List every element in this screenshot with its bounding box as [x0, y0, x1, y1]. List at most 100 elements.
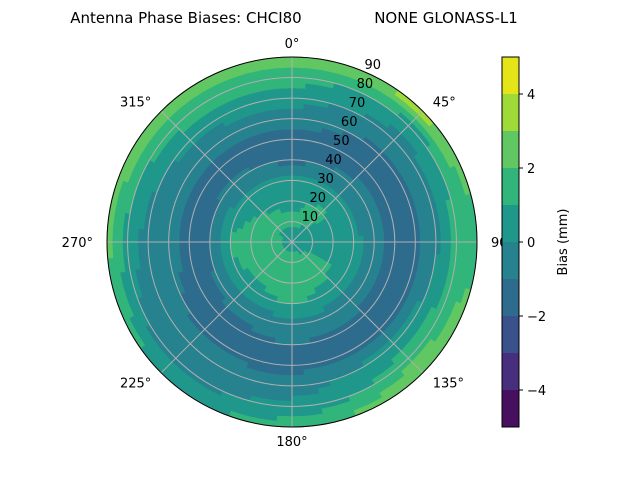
r-tick-label: 80 — [357, 77, 374, 92]
r-tick-label: 90 — [365, 58, 382, 73]
colorbar-segment — [502, 131, 519, 168]
contour-cell — [383, 241, 390, 251]
contour-cell — [194, 241, 201, 251]
polar-grid — [106, 56, 478, 428]
contour-cell — [250, 241, 257, 246]
contour-cell — [276, 410, 293, 418]
theta-tick-label: 225° — [120, 377, 151, 392]
contour-cell — [342, 241, 349, 248]
contour-cell — [230, 236, 236, 243]
theta-tick-label: 45° — [433, 95, 456, 110]
contour-cell — [194, 233, 201, 243]
r-tick-label: 50 — [333, 134, 350, 149]
contour-cell — [291, 333, 301, 340]
contour-cell — [209, 241, 216, 250]
contour-cell — [158, 241, 165, 254]
contour-cell — [291, 308, 299, 315]
contour-cell — [209, 234, 216, 243]
theta-tick-label: 270° — [62, 236, 93, 251]
contour-cell — [230, 241, 236, 248]
theta-gridline — [160, 241, 293, 374]
contour-cell — [445, 227, 452, 243]
contour-cell — [404, 231, 411, 243]
contour-cell — [278, 390, 293, 397]
contour-cell — [204, 241, 211, 250]
contour-cell — [291, 318, 300, 325]
contour-cell — [383, 233, 390, 243]
contour-cell — [284, 164, 293, 171]
contour-cell — [281, 354, 293, 361]
contour-cell — [284, 323, 293, 330]
colorbar-segment — [502, 205, 519, 242]
theta-gridline — [160, 110, 293, 243]
colorbar-label: Bias (mm) — [556, 209, 571, 276]
contour-cell — [283, 333, 293, 340]
contour-cell — [337, 237, 344, 243]
contour-cell — [291, 102, 305, 110]
contour-cell — [204, 234, 211, 243]
contour-cell — [291, 159, 300, 166]
contour-cell — [291, 149, 301, 156]
contour-cell — [116, 226, 124, 243]
chart-title-left: Antenna Phase Biases: CHCI80 — [70, 9, 301, 27]
theta-tick-label: 135° — [433, 377, 464, 392]
contour-cell — [291, 323, 300, 330]
contour-cell — [219, 235, 226, 243]
contour-cell — [419, 230, 426, 243]
contour-cell — [291, 338, 302, 346]
contour-cell — [295, 287, 302, 294]
contour-cell — [286, 185, 293, 192]
contour-cell — [388, 232, 396, 243]
contour-cell — [440, 241, 447, 256]
contour-cell — [214, 234, 221, 243]
contour-cell — [291, 349, 303, 356]
colorbar-segment — [502, 57, 519, 94]
contour-cell — [158, 230, 165, 243]
contour-cell — [445, 241, 452, 257]
colorbar-segment — [502, 316, 519, 353]
contour-cell — [281, 185, 288, 192]
contour-cell — [276, 66, 293, 74]
r-tick-label: 30 — [317, 172, 334, 187]
contour-cell — [460, 241, 468, 258]
contour-cell — [287, 190, 293, 197]
colorbar-segment — [502, 168, 519, 205]
contour-cell — [424, 241, 432, 255]
contour-cell — [388, 241, 396, 252]
contour-cell — [291, 328, 301, 335]
contour-cell — [332, 237, 339, 243]
r-tick-label: 60 — [341, 115, 358, 130]
contour-cell — [291, 282, 297, 289]
contour-cell — [291, 174, 299, 181]
contour-cell — [284, 313, 293, 320]
contour-cell — [337, 232, 344, 239]
contour-cell — [440, 228, 447, 243]
contour-cell — [424, 229, 432, 243]
tick-labels: 0°45°90°135°180°225°270°315°102030405060… — [62, 37, 514, 450]
contour-cell — [137, 228, 144, 243]
contour-cell — [284, 159, 293, 166]
contour-cell — [224, 241, 231, 249]
theta-tick-label: 180° — [276, 435, 307, 450]
contour-cell — [280, 369, 293, 376]
contour-cell — [277, 395, 293, 402]
contour-cell — [342, 236, 349, 243]
contour-cell — [214, 241, 221, 250]
contour-cell — [291, 154, 300, 161]
contour-cell — [327, 238, 334, 243]
contour-cell — [282, 190, 289, 197]
theta-tick-label: 0° — [285, 37, 300, 52]
colorbar-tick-label: 2 — [527, 162, 535, 177]
contour-cell — [235, 241, 242, 248]
contour-cell — [282, 138, 293, 146]
theta-gridline — [291, 241, 424, 374]
contour-cell — [363, 234, 370, 243]
contour-cell — [291, 298, 298, 304]
contour-cell — [235, 246, 242, 253]
contour-cell — [152, 241, 160, 255]
contour-cell — [373, 241, 380, 250]
contour-cell — [281, 349, 293, 356]
contour-cell — [178, 241, 185, 253]
contour-cell — [353, 241, 360, 249]
